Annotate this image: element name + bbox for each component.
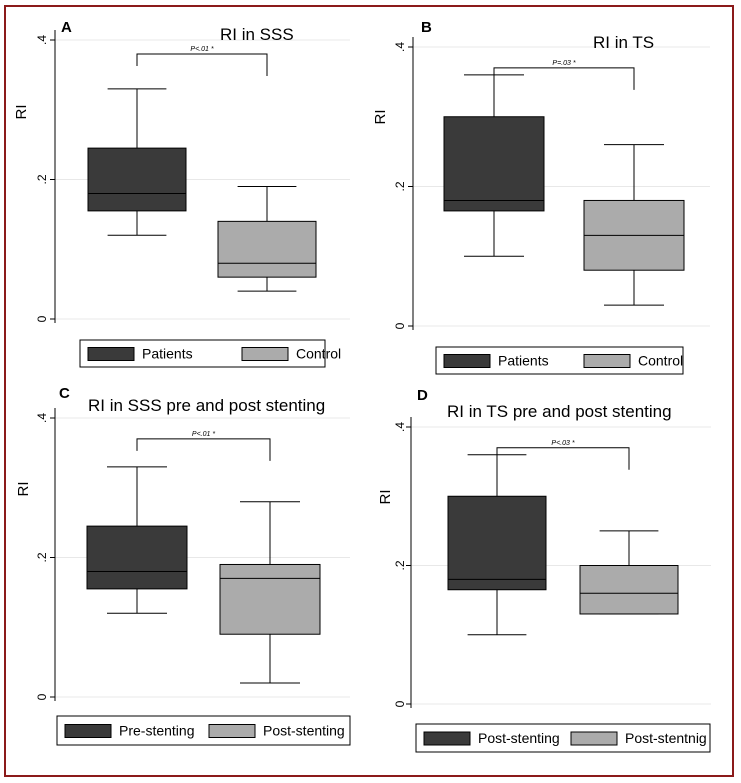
panel-d: D 0 .2 .4 RI RI in TS pre and post stenting P<… <box>377 387 711 753</box>
box-iqr <box>443 116 545 212</box>
p-value-label: P<.01 * <box>190 46 213 53</box>
legend: Patients Control <box>79 339 341 368</box>
figure-frame <box>4 5 734 777</box>
panel-label: C <box>59 385 70 402</box>
boxplot-control <box>217 185 317 292</box>
chart-title: RI in TS pre and post stenting <box>447 402 672 421</box>
box-iqr <box>219 563 321 635</box>
boxplot-post-stenting <box>447 454 547 636</box>
y-axis-label: RI <box>15 482 32 497</box>
legend-swatch <box>423 731 471 746</box>
boxplot-control <box>583 144 685 306</box>
panel-a: A 0 .2 .4 RI RI in SSS P<.01 * Patients Control <box>13 19 350 368</box>
y-tick-label: .2 <box>35 552 49 562</box>
legend-entry: Post-stenting <box>478 730 560 746</box>
y-tick-label: .4 <box>393 422 407 432</box>
legend-entry: Control <box>296 346 341 362</box>
significance-bracket <box>493 67 635 90</box>
box-iqr <box>217 220 317 278</box>
y-tick-label: 0 <box>393 322 407 329</box>
box-iqr <box>86 525 188 590</box>
significance-bracket <box>136 438 271 461</box>
boxplot-post-stentnig <box>579 530 679 615</box>
legend-swatch <box>570 731 618 746</box>
significance-bracket <box>496 447 630 470</box>
legend-swatch <box>64 724 112 738</box>
legend-swatch <box>443 354 491 368</box>
boxplot-patients <box>443 74 545 257</box>
y-tick-label: 0 <box>393 700 407 707</box>
legend-entry: Patients <box>142 346 193 362</box>
legend-entry: Patients <box>498 353 549 369</box>
y-axis-label: RI <box>372 110 389 125</box>
y-tick-label: .4 <box>35 35 49 45</box>
legend: Patients Control <box>435 346 684 375</box>
legend-swatch <box>87 347 135 361</box>
p-value-label: P<.01 * <box>192 431 215 438</box>
y-tick-label: .2 <box>35 174 49 184</box>
box-iqr <box>579 565 679 615</box>
y-tick-label: .2 <box>393 560 407 570</box>
chart-title: RI in TS <box>593 33 654 52</box>
chart-title: RI in SSS pre and post stenting <box>88 396 325 415</box>
p-value-label: P=.03 * <box>552 60 575 67</box>
panel-label: B <box>421 19 432 36</box>
panel-b: B 0 .2 .4 RI RI in TS P=.03 * Patients Control <box>372 19 710 375</box>
y-tick-label: .4 <box>35 413 49 423</box>
legend-swatch <box>208 724 256 738</box>
y-tick-label: 0 <box>35 693 49 700</box>
legend: Post-stenting Post-stentnig <box>415 723 711 753</box>
legend-entry: Pre-stenting <box>119 723 194 739</box>
boxplot-post-stenting <box>219 501 321 684</box>
p-value-label: P<.03 * <box>551 440 574 447</box>
panel-label: A <box>61 19 72 36</box>
significance-bracket <box>136 53 268 76</box>
y-axis-label: RI <box>13 105 30 120</box>
y-tick-label: .2 <box>393 181 407 191</box>
chart-title: RI in SSS <box>220 25 294 44</box>
box-iqr <box>87 147 187 212</box>
y-tick-label: 0 <box>35 315 49 322</box>
panel-label: D <box>417 387 428 404</box>
y-tick-label: .4 <box>393 42 407 52</box>
boxplot-patients <box>87 88 187 236</box>
legend-swatch <box>241 347 289 361</box>
legend-swatch <box>583 354 631 368</box>
y-axis-label: RI <box>377 490 394 505</box>
panel-c: C 0 .2 .4 RI RI in SSS pre and post stenting P… <box>15 385 351 746</box>
legend-entry: Post-stentnig <box>625 730 707 746</box>
boxplot-pre-stenting <box>86 466 188 614</box>
legend-entry: Post-stenting <box>263 723 345 739</box>
legend: Pre-stenting Post-stenting <box>56 715 351 746</box>
box-iqr <box>447 495 547 591</box>
legend-entry: Control <box>638 353 683 369</box>
